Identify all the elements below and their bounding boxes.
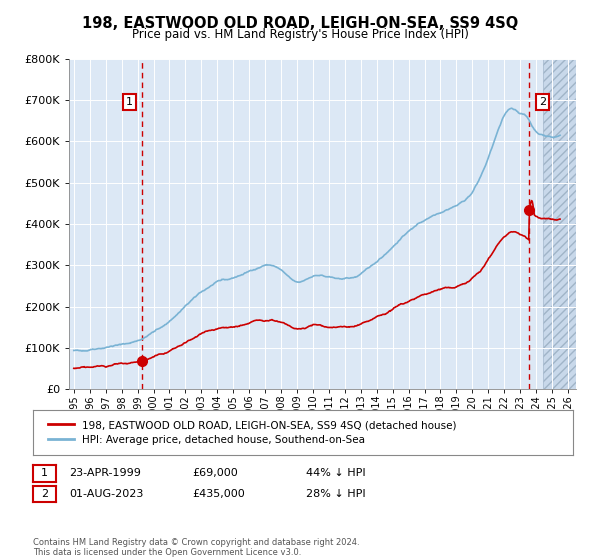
Text: 2: 2 bbox=[539, 97, 546, 107]
Text: 44% ↓ HPI: 44% ↓ HPI bbox=[306, 468, 365, 478]
Text: 23-APR-1999: 23-APR-1999 bbox=[69, 468, 141, 478]
Bar bbox=[543, 59, 592, 389]
Text: 1: 1 bbox=[126, 97, 133, 107]
Legend: 198, EASTWOOD OLD ROAD, LEIGH-ON-SEA, SS9 4SQ (detached house), HPI: Average pri: 198, EASTWOOD OLD ROAD, LEIGH-ON-SEA, SS… bbox=[44, 416, 461, 449]
Bar bbox=[543, 59, 592, 389]
Text: 2: 2 bbox=[41, 489, 48, 499]
Text: 01-AUG-2023: 01-AUG-2023 bbox=[69, 489, 143, 499]
Text: Price paid vs. HM Land Registry's House Price Index (HPI): Price paid vs. HM Land Registry's House … bbox=[131, 28, 469, 41]
Text: £435,000: £435,000 bbox=[192, 489, 245, 499]
Text: £69,000: £69,000 bbox=[192, 468, 238, 478]
Text: 1: 1 bbox=[41, 468, 48, 478]
Text: 28% ↓ HPI: 28% ↓ HPI bbox=[306, 489, 365, 499]
Text: 198, EASTWOOD OLD ROAD, LEIGH-ON-SEA, SS9 4SQ: 198, EASTWOOD OLD ROAD, LEIGH-ON-SEA, SS… bbox=[82, 16, 518, 31]
Text: Contains HM Land Registry data © Crown copyright and database right 2024.
This d: Contains HM Land Registry data © Crown c… bbox=[33, 538, 359, 557]
